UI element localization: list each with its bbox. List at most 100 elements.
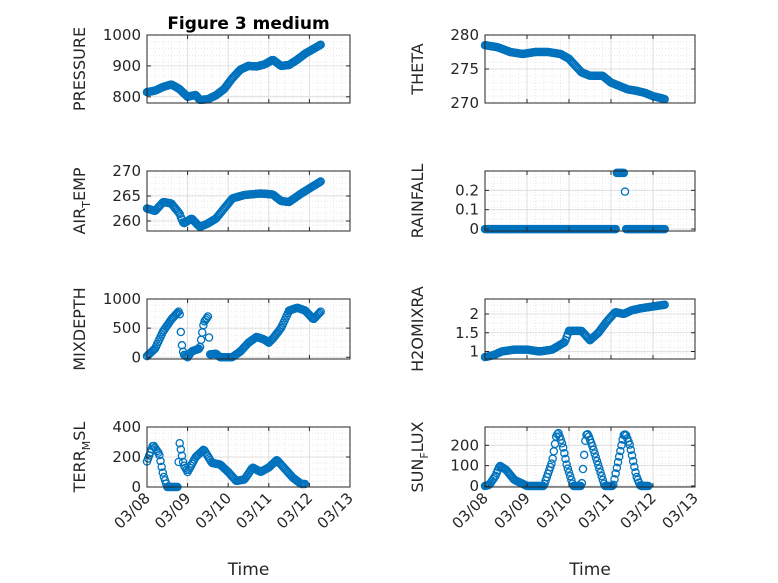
data-point xyxy=(597,471,606,481)
data-point xyxy=(630,462,639,472)
data-point xyxy=(616,446,625,456)
data-point xyxy=(561,454,570,464)
subplot-h2o_mixing_ratio: 11.52 H2OMIXRA xyxy=(408,286,696,372)
axes-box xyxy=(484,170,696,232)
data-point xyxy=(593,460,603,470)
data-point xyxy=(158,468,168,477)
y-tick-label: 280 xyxy=(450,26,479,44)
y-axis-label: THETA xyxy=(408,43,427,95)
subplot-air_temp: 260 265 270 AIRTEMP xyxy=(70,162,351,235)
data-point xyxy=(591,453,601,462)
data-point xyxy=(560,448,569,458)
data-point xyxy=(613,458,623,467)
data-point xyxy=(314,309,323,319)
data-point xyxy=(562,460,571,469)
y-tick-label: 270 xyxy=(450,94,479,112)
x-tick-label: 03/08 xyxy=(449,489,492,532)
y-tick-label: 2 xyxy=(469,305,479,323)
y-axis-label: MIXDEPTH xyxy=(70,287,89,370)
data-point xyxy=(194,344,204,354)
data-point xyxy=(174,208,183,217)
y-axis-label: H2OMIXRA xyxy=(408,286,427,372)
data-point xyxy=(172,309,181,319)
data-point xyxy=(490,473,499,482)
y-tick-label: 200 xyxy=(450,436,479,454)
y-tick-label: 275 xyxy=(450,60,479,78)
data-point xyxy=(565,471,575,481)
y-tick-label: 800 xyxy=(112,88,141,106)
x-tick-label: 03/13 xyxy=(659,489,702,532)
data-point xyxy=(660,224,669,234)
data-point xyxy=(300,479,310,489)
axes-box xyxy=(484,298,696,360)
data-point xyxy=(156,456,165,466)
data-point xyxy=(626,445,636,455)
y-tick-label: 265 xyxy=(112,187,141,205)
data-point xyxy=(152,446,162,456)
data-point xyxy=(316,40,325,50)
data-point xyxy=(617,441,626,450)
data-point xyxy=(611,469,620,478)
x-tick-label: 03/10 xyxy=(192,489,235,532)
data-point xyxy=(203,312,213,321)
data-point xyxy=(627,451,637,460)
x-axis-label: Time xyxy=(568,560,611,580)
subplot-pressure: 800 900 1000 PRESSURE Figure 3 medium xyxy=(70,14,351,111)
data-point xyxy=(644,481,653,491)
data-point xyxy=(175,309,184,319)
data-point xyxy=(547,459,556,468)
subplot-terrain_msl: 020040003/0803/0903/1003/1103/1203/13TER… xyxy=(70,418,357,580)
figure-title: Figure 3 medium xyxy=(167,14,329,34)
x-tick-label: 03/10 xyxy=(533,489,576,532)
data-point xyxy=(275,325,285,334)
data-point xyxy=(631,468,640,477)
data-point xyxy=(262,336,271,346)
y-axis-label: PRESSURE xyxy=(70,27,89,111)
data-point xyxy=(625,440,634,449)
data-point xyxy=(610,474,619,484)
data-point xyxy=(620,187,630,196)
y-tick-label: 0.1 xyxy=(455,201,479,219)
data-point xyxy=(177,451,187,460)
data-point xyxy=(557,439,567,448)
y-tick-label: 0 xyxy=(131,478,141,496)
x-tick-label: 03/12 xyxy=(617,489,660,532)
x-tick-label: 03/09 xyxy=(151,489,194,532)
x-tick-label: 03/13 xyxy=(314,489,357,532)
x-tick-label: 03/12 xyxy=(273,489,316,532)
x-tick-label: 03/11 xyxy=(232,489,275,532)
data-point xyxy=(176,445,186,454)
data-point xyxy=(611,224,620,234)
data-point xyxy=(316,177,325,186)
data-point xyxy=(628,456,638,466)
data-point xyxy=(155,450,164,460)
axes-box xyxy=(146,298,351,360)
x-tick-label: 03/09 xyxy=(491,489,534,532)
data-point xyxy=(204,333,214,342)
data-point xyxy=(609,480,618,490)
y-axis-label: TERRMSL xyxy=(70,422,93,494)
data-point xyxy=(590,449,599,458)
axes-box xyxy=(146,34,351,104)
y-axis-label: AIRTEMP xyxy=(70,167,93,234)
data-point xyxy=(660,300,669,310)
data-point xyxy=(175,438,184,448)
data-point xyxy=(614,452,624,461)
y-axis-label: RAINFALL xyxy=(408,164,427,239)
y-tick-label: 0.2 xyxy=(455,181,479,199)
data-point xyxy=(563,464,573,473)
data-point xyxy=(612,463,622,473)
subplot-mixdepth: 0 500 1000 MIXDEPTH xyxy=(70,287,351,371)
y-tick-label: 270 xyxy=(112,162,141,180)
y-tick-label: 200 xyxy=(112,448,141,466)
subplot-rainfall: 00.1 0.2 RAINFALL xyxy=(408,164,696,239)
data-point xyxy=(588,441,597,451)
x-tick-label: 03/11 xyxy=(575,489,618,532)
data-point xyxy=(578,464,588,474)
data-point xyxy=(619,168,629,178)
y-tick-label: 0 xyxy=(131,348,141,366)
y-tick-label: 1.5 xyxy=(455,324,479,342)
y-tick-label: 0 xyxy=(469,477,479,495)
